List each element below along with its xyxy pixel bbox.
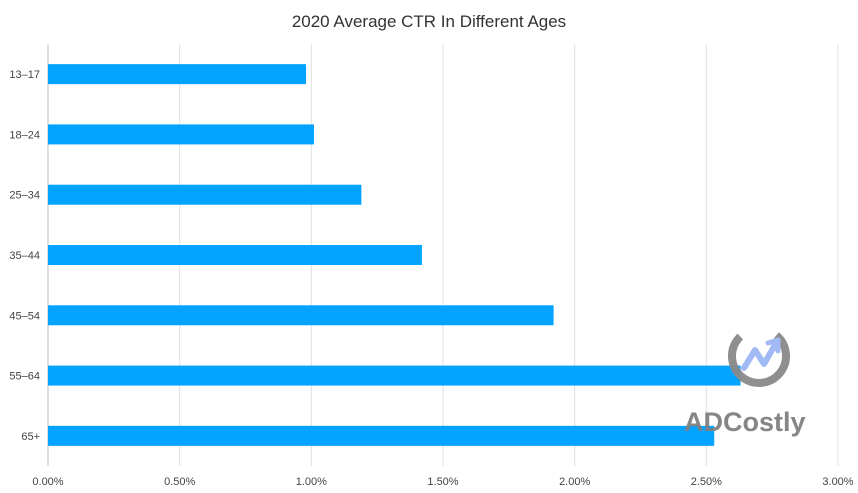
x-tick-label: 2.50% [691,476,722,488]
bar-65+ [48,425,715,446]
adcostly-watermark: ADCostly [684,325,806,437]
x-tick-label: 0.00% [32,476,63,488]
bar-55–64 [48,365,741,386]
y-tick-label: 65+ [21,431,40,443]
x-tick-label: 2.00% [559,476,590,488]
bar-18–24 [48,124,314,145]
bars [48,64,741,446]
x-tick-label: 3.00% [822,476,853,488]
bar-25–34 [48,184,362,205]
bar-45–54 [48,305,554,326]
adcostly-logo-icon [728,325,790,387]
y-axis-ticks: 13–17 18–24 25–34 35–44 45–54 55–64 65+ [9,69,40,443]
x-tick-label: 1.00% [296,476,327,488]
bar-35–44 [48,245,422,265]
y-tick-label: 13–17 [9,69,40,81]
y-tick-label: 25–34 [9,190,40,202]
y-tick-label: 18–24 [9,129,40,141]
x-axis-ticks: 0.00% 0.50% 1.00% 1.50% 2.00% 2.50% 3.00% [32,476,853,488]
x-tick-label: 1.50% [427,476,458,488]
x-tick-label: 0.50% [164,476,195,488]
y-tick-label: 45–54 [9,310,40,322]
y-tick-label: 35–44 [9,250,40,262]
chart-title: 2020 Average CTR In Different Ages [292,12,566,31]
y-tick-label: 55–64 [9,371,40,383]
bar-13–17 [48,64,307,85]
watermark-text: ADCostly [684,407,806,437]
